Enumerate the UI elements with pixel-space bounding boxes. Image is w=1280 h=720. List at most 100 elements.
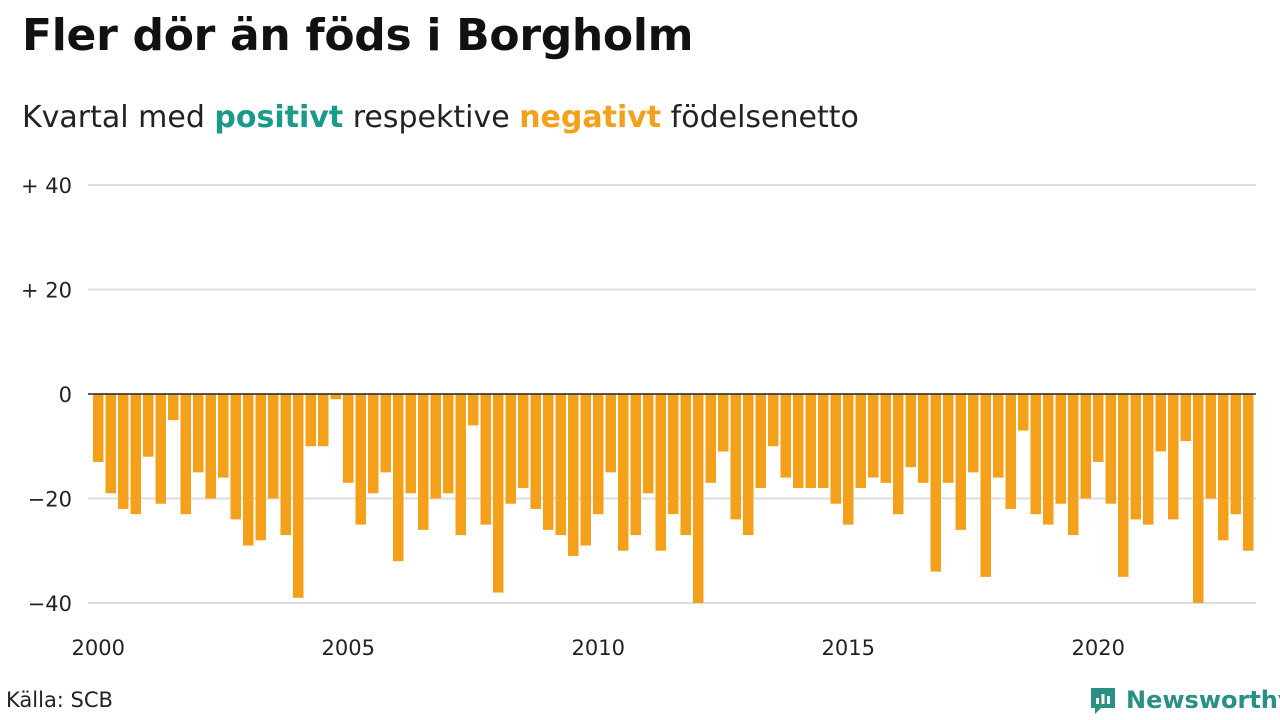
bar [305,394,316,447]
bar [230,394,241,520]
bar [818,394,829,489]
source-note: Källa: SCB [6,688,113,712]
bar [1130,394,1141,520]
bar [443,394,454,494]
bar [180,394,191,515]
bar [768,394,779,447]
bar [380,394,391,473]
bar [1155,394,1166,452]
bar [1193,394,1204,603]
bar [693,394,704,603]
bar [268,394,279,499]
y-tick-label: −40 [28,592,72,616]
bar [1093,394,1104,462]
bar [1230,394,1241,515]
bar [955,394,966,530]
bar [930,394,941,572]
y-tick-label: 0 [59,383,72,407]
y-tick-label: −20 [28,488,72,512]
bar [805,394,816,489]
bar [680,394,691,536]
bar [343,394,354,483]
bar [1143,394,1154,525]
bar [105,394,116,494]
bar [730,394,741,520]
bar [493,394,504,593]
bar [543,394,554,530]
bar [593,394,604,515]
bar [655,394,666,551]
brand-name: Newsworthy [1126,686,1280,714]
bar [643,394,654,494]
bar [905,394,916,468]
bar [1205,394,1216,499]
bar [755,394,766,489]
bar [855,394,866,489]
bar [968,394,979,473]
bar [993,394,1004,478]
bar [1218,394,1229,541]
bar [505,394,516,504]
bar [793,394,804,489]
bar [518,394,529,489]
bar [830,394,841,504]
bar [155,394,166,504]
bar [743,394,754,536]
subtitle-prefix: Kvartal med [22,100,215,135]
x-tick-label: 2020 [1072,636,1125,660]
bar [318,394,329,447]
brand-logo: Newsworthy [1088,682,1280,718]
bar [218,394,229,478]
x-tick-label: 2000 [72,636,125,660]
bar [530,394,541,509]
subtitle-middle: respektive [343,100,520,135]
bar [555,394,566,536]
bar [893,394,904,515]
bar [618,394,629,551]
bar [280,394,291,536]
y-tick-label: + 20 [21,279,72,303]
bar [1243,394,1254,551]
bar [430,394,441,499]
bar [393,394,404,562]
bar [1043,394,1054,525]
bar [455,394,466,536]
subtitle-positive-label: positivt [214,100,344,135]
bar [355,394,366,525]
bar [368,394,379,494]
bar [193,394,204,473]
bar [130,394,141,515]
subtitle-suffix: födelsenetto [661,100,859,135]
bar [918,394,929,483]
bar [1018,394,1029,431]
bar [605,394,616,473]
bar [718,394,729,452]
bar [780,394,791,478]
bar [405,394,416,494]
newsworthy-logo-icon [1091,688,1115,714]
x-tick-label: 2010 [572,636,625,660]
bar [1168,394,1179,520]
bar [668,394,679,515]
bar [1030,394,1041,515]
bar [1068,394,1079,536]
bar [255,394,266,541]
x-tick-label: 2005 [322,636,375,660]
bar [468,394,479,426]
bar [868,394,879,478]
bar [143,394,154,457]
bar [168,394,179,421]
bar [1180,394,1191,442]
bar [1105,394,1116,504]
bar [1055,394,1066,504]
bar [943,394,954,483]
bar [293,394,304,598]
bar [480,394,491,525]
bar [1005,394,1016,509]
bar [418,394,429,530]
bar [630,394,641,536]
bar [330,394,341,400]
bar [243,394,254,546]
bar [205,394,216,499]
